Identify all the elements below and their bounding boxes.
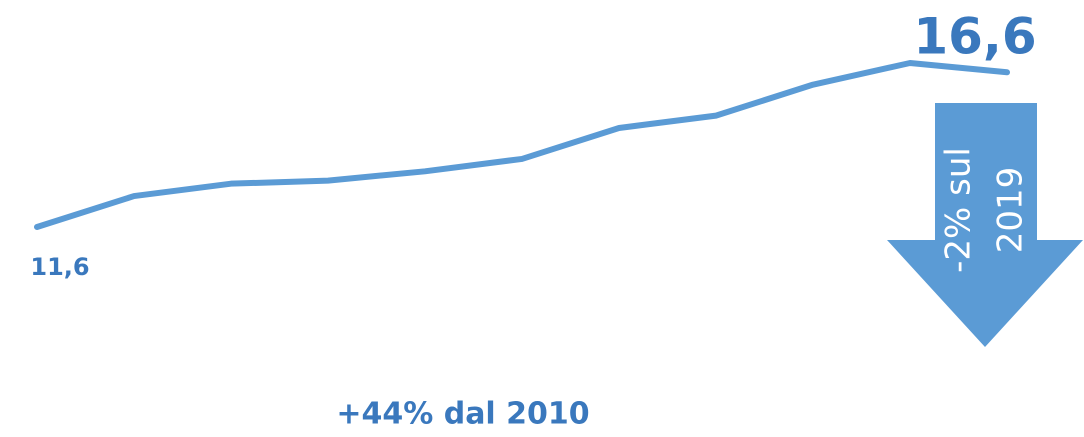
data-line xyxy=(34,60,1010,230)
data-label: 16,6 xyxy=(913,8,1036,66)
arrow-note: -2% sul xyxy=(939,147,979,273)
data-label: 11,6 xyxy=(30,253,89,281)
growth-note: +44% dal 2010 xyxy=(336,397,589,432)
down-arrow xyxy=(887,103,1083,347)
arrow-note: 2019 xyxy=(991,167,1031,254)
